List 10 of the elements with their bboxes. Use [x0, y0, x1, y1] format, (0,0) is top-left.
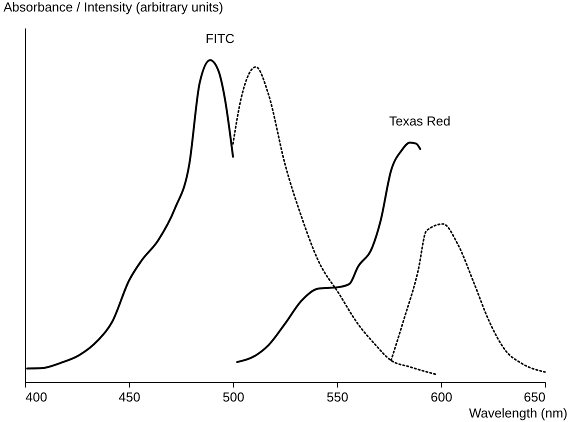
annotation: Texas Red	[389, 114, 451, 129]
x-tick-label: 500	[222, 390, 244, 404]
x-tick-label: 550	[326, 390, 348, 404]
x-tick-label: 650	[524, 390, 546, 404]
y-axis-title: Absorbance / Intensity (arbitrary units)	[4, 0, 224, 14]
x-tick-label: 600	[430, 390, 452, 404]
x-tick-label: 400	[26, 390, 48, 404]
x-tick-label: 450	[118, 390, 140, 404]
text: FITC	[206, 31, 235, 46]
x-axis-title: Wavelength (nm)	[469, 406, 568, 420]
